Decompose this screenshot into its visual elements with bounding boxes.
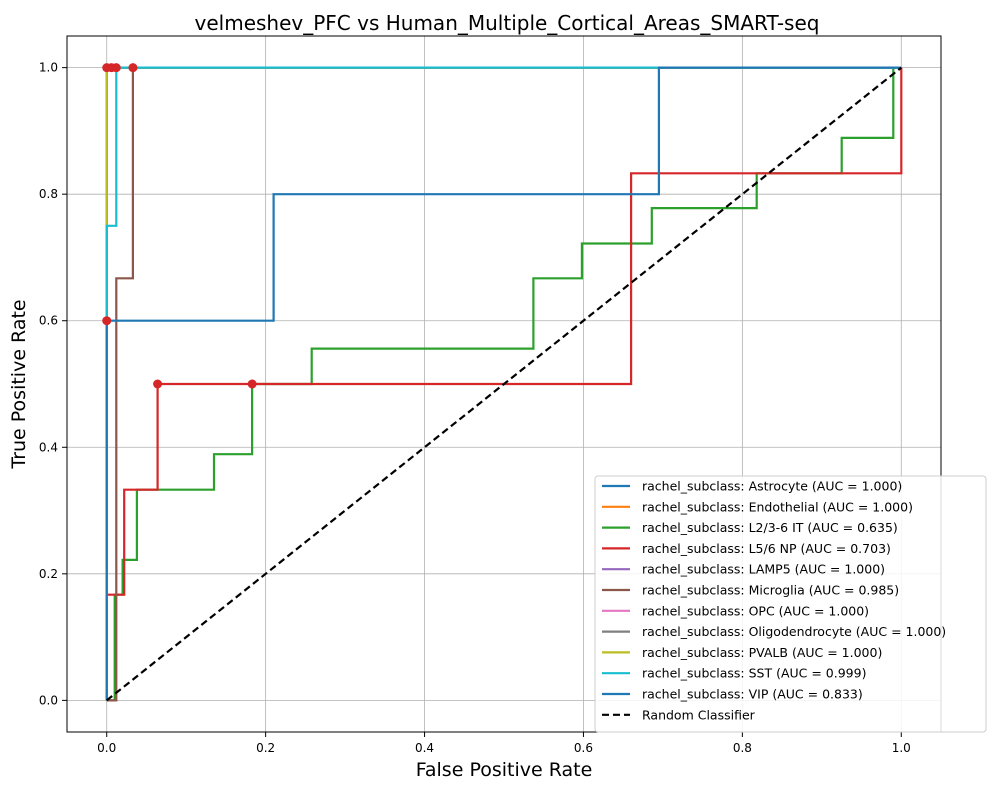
legend-entry: rachel_subclass: LAMP5 (AUC = 1.000): [642, 562, 885, 577]
legend-entry: rachel_subclass: SST (AUC = 0.999): [642, 666, 866, 681]
y-tick-label: 0.8: [39, 187, 58, 201]
threshold-points: [102, 63, 257, 389]
y-tick-label: 0.2: [39, 567, 58, 581]
chart-title: velmeshev_PFC vs Human_Multiple_Cortical…: [195, 11, 820, 35]
x-tick-label: 0.2: [256, 741, 275, 755]
y-axis-ticks: 0.0 0.2 0.4 0.6 0.8 1.0: [39, 61, 67, 707]
series-line-11: [106, 66, 902, 702]
legend-entry: rachel_subclass: Astrocyte (AUC = 1.000): [642, 479, 902, 494]
y-tick-label: 1.0: [39, 61, 58, 75]
legend-entry: rachel_subclass: Microglia (AUC = 0.985): [642, 583, 899, 598]
threshold-point: [247, 379, 257, 389]
legend-entry: rachel_subclass: OPC (AUC = 1.000): [642, 603, 869, 618]
threshold-point: [128, 63, 138, 73]
x-tick-label: 1.0: [892, 741, 911, 755]
x-tick-label: 0.0: [97, 741, 116, 755]
x-tick-label: 0.6: [574, 741, 593, 755]
legend-entry: rachel_subclass: Endothelial (AUC = 1.00…: [642, 499, 913, 514]
legend-entry: rachel_subclass: VIP (AUC = 0.833): [642, 687, 863, 702]
legend-entry: rachel_subclass: L2/3-6 IT (AUC = 0.635): [642, 520, 898, 535]
threshold-point: [102, 316, 112, 326]
legend-entry: rachel_subclass: PVALB (AUC = 1.000): [642, 645, 882, 660]
threshold-point: [153, 379, 163, 389]
legend: rachel_subclass: Astrocyte (AUC = 1.000)…: [594, 475, 987, 733]
x-tick-label: 0.4: [415, 741, 434, 755]
legend-entry: rachel_subclass: Oligodendrocyte (AUC = …: [642, 624, 946, 639]
y-tick-label: 0.4: [39, 440, 58, 454]
x-axis-label: False Positive Rate: [416, 759, 593, 781]
legend-entry: Random Classifier: [642, 707, 756, 722]
legend-entry: rachel_subclass: L5/6 NP (AUC = 0.703): [642, 541, 891, 556]
x-axis-ticks: 0.0 0.2 0.4 0.6 0.8 1.0: [97, 732, 911, 755]
y-axis-label: True Positive Rate: [8, 299, 30, 469]
y-tick-label: 0.6: [39, 314, 58, 328]
x-tick-label: 0.8: [733, 741, 752, 755]
threshold-point: [111, 63, 121, 73]
plot-frame: [66, 35, 942, 733]
legend-box: [594, 475, 987, 733]
y-tick-label: 0.0: [39, 693, 58, 707]
